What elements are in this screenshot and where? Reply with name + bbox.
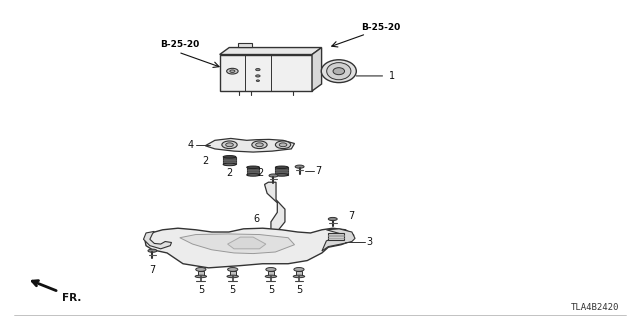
Ellipse shape	[227, 275, 239, 278]
Text: 5: 5	[268, 285, 274, 295]
Ellipse shape	[326, 63, 351, 80]
Text: 2: 2	[226, 168, 232, 178]
Ellipse shape	[265, 275, 276, 278]
Ellipse shape	[252, 141, 267, 148]
Text: TLA4B2420: TLA4B2420	[571, 303, 620, 312]
Ellipse shape	[269, 174, 278, 177]
Ellipse shape	[279, 143, 287, 147]
Bar	[328, 233, 344, 240]
Polygon shape	[180, 234, 294, 253]
Ellipse shape	[246, 174, 259, 176]
Ellipse shape	[148, 249, 157, 252]
Ellipse shape	[223, 163, 236, 166]
Polygon shape	[228, 237, 266, 249]
Bar	[220, 54, 312, 91]
Ellipse shape	[223, 156, 236, 158]
Ellipse shape	[255, 143, 263, 147]
Bar	[268, 271, 274, 276]
Bar	[275, 167, 288, 175]
Ellipse shape	[321, 60, 356, 83]
Text: 7: 7	[316, 166, 322, 176]
Text: 6: 6	[253, 214, 259, 224]
Ellipse shape	[196, 268, 206, 271]
Ellipse shape	[255, 75, 260, 77]
Bar	[296, 271, 302, 276]
Text: B-25-20: B-25-20	[161, 40, 200, 49]
Ellipse shape	[227, 68, 238, 74]
Ellipse shape	[333, 68, 344, 75]
Ellipse shape	[246, 166, 259, 169]
Ellipse shape	[293, 275, 305, 278]
Polygon shape	[143, 231, 172, 249]
Text: 5: 5	[230, 285, 236, 295]
Polygon shape	[264, 182, 285, 230]
Text: 7: 7	[349, 211, 355, 220]
Ellipse shape	[295, 165, 304, 168]
Polygon shape	[145, 228, 354, 268]
Ellipse shape	[275, 174, 288, 176]
Ellipse shape	[222, 141, 237, 148]
Ellipse shape	[195, 275, 207, 278]
Text: 3: 3	[367, 236, 372, 246]
Ellipse shape	[255, 68, 260, 71]
Bar	[198, 271, 204, 276]
Ellipse shape	[256, 80, 259, 82]
Text: 7: 7	[149, 265, 156, 275]
Ellipse shape	[294, 268, 304, 271]
Text: B-25-20: B-25-20	[361, 23, 401, 32]
Polygon shape	[205, 139, 294, 152]
Ellipse shape	[275, 141, 291, 148]
Bar	[230, 271, 236, 276]
Bar	[238, 43, 252, 47]
Text: 2: 2	[258, 168, 264, 178]
Ellipse shape	[266, 268, 276, 271]
Text: 2: 2	[202, 156, 209, 166]
Ellipse shape	[230, 70, 235, 72]
Text: 1: 1	[388, 71, 395, 81]
Bar	[223, 157, 236, 164]
Ellipse shape	[228, 268, 238, 271]
Polygon shape	[220, 48, 321, 54]
Text: 5: 5	[296, 285, 302, 295]
Ellipse shape	[328, 217, 337, 220]
Text: FR.: FR.	[62, 292, 81, 303]
Ellipse shape	[226, 143, 234, 147]
Bar	[246, 167, 259, 175]
Text: 4: 4	[188, 140, 194, 150]
Polygon shape	[322, 229, 355, 251]
Text: 5: 5	[198, 285, 204, 295]
Polygon shape	[312, 48, 321, 91]
Ellipse shape	[275, 166, 288, 169]
